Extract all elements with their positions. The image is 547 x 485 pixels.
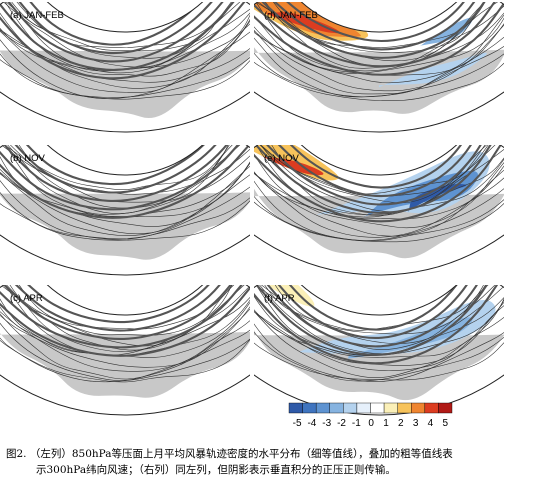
colorbar-swatch: [383, 402, 398, 414]
caption-line-2: 示300hPa纬向风速；（右列）同左列，但阴影表示垂直积分的正压正则传输。: [36, 464, 396, 476]
land-mass: [0, 316, 250, 398]
colorbar-swatch: [302, 402, 317, 414]
colorbar-tick-label: 5: [442, 418, 448, 428]
colorbar-swatch: [315, 402, 330, 414]
zonal-wind-contours: [0, 145, 249, 219]
land-mass: [254, 313, 504, 401]
colorbar-swatch: [329, 402, 344, 414]
colorbar-tick-label: 1: [383, 418, 389, 428]
zonal-wind-contours: [254, 285, 499, 365]
panel-a: (a) JAN-FEB: [0, 2, 250, 142]
panel-label: (d) JAN-FEB: [264, 10, 318, 21]
colorbar-swatch: [356, 402, 371, 414]
panel-label: (f) APR: [264, 293, 295, 304]
colorbar-swatch: [411, 402, 426, 414]
colorbar-tick-label: -5: [293, 418, 302, 428]
colorbar-tick-label: 3: [413, 418, 419, 428]
panel-label: (b) NOV: [10, 153, 46, 164]
colorbar-tick-label: -4: [307, 418, 316, 428]
colorbar-tick-label: -3: [322, 418, 331, 428]
colorbar-swatch: [397, 402, 412, 414]
colorbar: -5 -4 -3 -2 -1 0 1 2 3 4 5: [283, 402, 458, 429]
colorbar-swatch: [424, 402, 439, 414]
panel-c: (c) APR: [0, 285, 250, 425]
figure-caption: 图2. （左列）850hPa等压面上月平均风暴轨迹密度的水平分布（细等值线），叠…: [6, 446, 546, 478]
panel-label: (a) JAN-FEB: [10, 10, 64, 21]
zonal-wind-contours: [254, 2, 504, 76]
panel-d: (d) JAN-FEB: [254, 2, 504, 142]
colorbar-swatch: [370, 402, 385, 414]
colorbar-tick-label: -2: [337, 418, 346, 428]
colorbar-swatch: [343, 402, 358, 414]
zonal-wind-contours: [0, 2, 246, 80]
colorbar-tick-label: -1: [352, 418, 361, 428]
colorbar-swatch: [438, 402, 453, 414]
zonal-wind-contours: [254, 145, 502, 223]
colorbar-tick-label: 2: [398, 418, 404, 428]
zonal-wind-contours: [0, 285, 250, 357]
panel-b: (b) NOV: [0, 145, 250, 285]
panel-e: (e) NOV: [254, 145, 504, 285]
panel-f: (f) APR: [254, 285, 504, 425]
panel-label: (e) NOV: [264, 153, 300, 164]
colorbar-tick-label: 4: [428, 418, 434, 428]
colorbar-tick-label: 0: [368, 418, 374, 428]
caption-line-1: 图2. （左列）850hPa等压面上月平均风暴轨迹密度的水平分布（细等值线），叠…: [6, 448, 453, 460]
colorbar-swatch: [288, 402, 303, 414]
panel-label: (c) APR: [10, 293, 43, 304]
